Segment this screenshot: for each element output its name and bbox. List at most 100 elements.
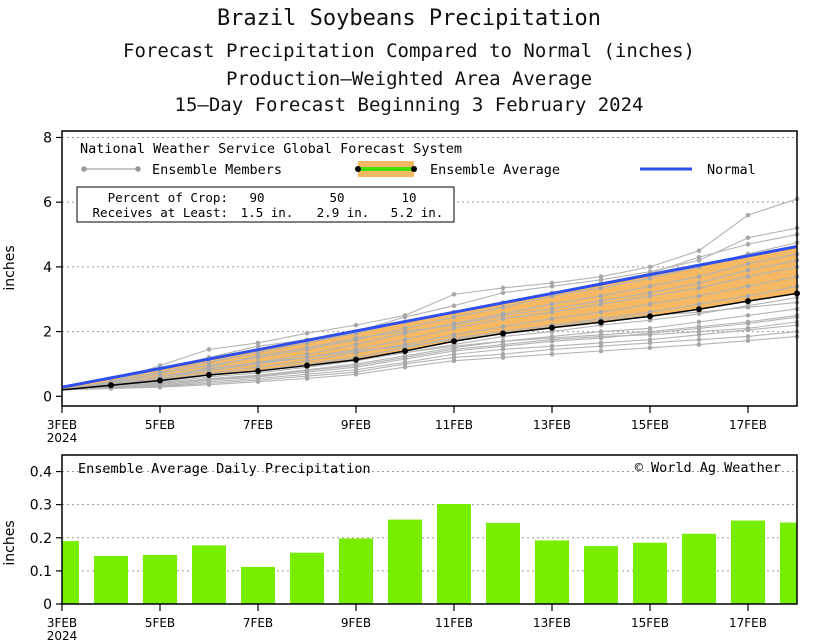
ensemble-member-point <box>500 351 506 357</box>
top-x-tick-label: 3FEB <box>47 418 77 432</box>
table-row1-col2: 50 <box>329 190 344 205</box>
ensemble-member-point <box>500 342 506 347</box>
ensemble-member-line <box>61 198 798 391</box>
ensemble-member-point <box>598 334 604 339</box>
ensemble-member-point <box>157 384 163 390</box>
ensemble-member-point <box>451 322 457 328</box>
ensemble-member-point <box>500 285 506 291</box>
ensemble-member-point <box>500 305 506 310</box>
ensemble-member-point <box>402 337 408 342</box>
ensemble-member-point <box>598 309 604 315</box>
bottom-y-tick-label: 0.3 <box>30 498 52 514</box>
ensemble-member-point <box>402 355 408 360</box>
ensemble-member-point <box>745 212 751 218</box>
daily-bars <box>62 504 797 604</box>
ensemble-member-point <box>647 301 653 307</box>
ensemble-member-point <box>402 314 408 320</box>
legend-source: National Weather Service Global Forecast… <box>80 141 462 157</box>
ensemble-member-point <box>451 326 457 331</box>
ensemble-member-point <box>696 337 702 342</box>
top-x-tick-label: 7FEB <box>243 418 273 432</box>
ensemble-average-point <box>696 306 702 313</box>
ensemble-member-point <box>647 326 653 331</box>
table-row2-label: Receives at Least: <box>93 205 228 220</box>
ensemble-member-line <box>61 297 798 391</box>
ensemble-member-point <box>353 371 359 377</box>
ensemble-member-point <box>206 366 212 372</box>
ensemble-average-point <box>549 324 555 331</box>
daily-precip-bar <box>94 555 128 604</box>
legend-members-dot <box>81 166 87 172</box>
top-plot-frame <box>61 130 798 407</box>
ensemble-member-point <box>745 235 751 241</box>
ensemble-average-point <box>647 313 653 320</box>
bottom-x-tick-label: 3FEB <box>47 616 77 630</box>
ensemble-member-point <box>745 267 751 273</box>
daily-precip-bar <box>339 538 373 604</box>
bottom-panel-title: Ensemble Average Daily Precipitation <box>78 461 371 477</box>
ensemble-member-point <box>304 351 310 357</box>
ensemble-member-point <box>500 313 506 318</box>
chart-subtitle-area: Production—Weighted Area Average <box>225 68 593 90</box>
ensemble-average-line <box>61 292 798 391</box>
legend-members-label: Ensemble Members <box>152 162 282 178</box>
ensemble-member-point <box>157 363 163 368</box>
credit-label: © World Ag Weather <box>635 460 781 476</box>
ensemble-member-point <box>745 261 751 266</box>
legend: National Weather Service Global Forecast… <box>80 141 756 178</box>
ensemble-member-point <box>402 326 408 331</box>
ensemble-member-point <box>696 254 702 260</box>
legend-average-dot <box>355 166 361 172</box>
bottom-x-tick-label: 9FEB <box>341 616 371 630</box>
bottom-plot-frame <box>61 454 798 605</box>
table-row2-col3: 5.2 in. <box>391 205 444 220</box>
ensemble-member-point <box>304 345 310 351</box>
ensemble-member-point <box>549 309 555 315</box>
ensemble-member-point <box>598 340 604 346</box>
ensemble-member-point <box>451 358 457 364</box>
ensemble-member-point <box>696 342 702 347</box>
legend-members-dot <box>135 166 141 172</box>
ensemble-member-point <box>451 355 457 360</box>
ensemble-member-point <box>549 347 555 352</box>
ensemble-member-point <box>696 285 702 291</box>
ensemble-member-point <box>500 290 506 296</box>
ensemble-member-point <box>451 351 457 357</box>
daily-precip-bar <box>535 540 569 604</box>
legend-normal-label: Normal <box>707 162 756 178</box>
daily-precip-bar <box>192 545 226 604</box>
daily-precip-bar <box>143 554 177 604</box>
daily-precip-bar <box>437 504 471 604</box>
ensemble-member-point <box>549 283 555 289</box>
bottom-x-tick-label: 7FEB <box>243 616 273 630</box>
ensemble-member-point <box>598 343 604 349</box>
percentile-table: Percent of Crop: 90 50 10 Receives at Le… <box>76 186 455 223</box>
ensemble-member-point <box>745 326 751 331</box>
ensemble-member-point <box>304 355 310 360</box>
ensemble-member-point <box>745 338 751 343</box>
daily-precip-bar <box>290 552 324 604</box>
bottom-y-tick-label: 0.1 <box>30 564 52 580</box>
ensemble-member-point <box>451 314 457 320</box>
ensemble-average-point <box>353 356 359 363</box>
ensemble-member-point <box>598 329 604 334</box>
ensemble-member-point <box>353 335 359 341</box>
ensemble-member-point <box>598 301 604 307</box>
ensemble-member-point <box>647 283 653 289</box>
ensemble-member-line <box>61 316 798 391</box>
daily-precip-bar <box>388 519 422 604</box>
table-row1-col3: 10 <box>401 190 416 205</box>
ensemble-member-line <box>61 276 798 391</box>
ensemble-member-point <box>598 285 604 291</box>
ensemble-average-point <box>304 362 310 369</box>
ensemble-member-point <box>745 305 751 310</box>
table-row1-label: Percent of Crop: <box>108 190 228 205</box>
ensemble-member-point <box>647 309 653 315</box>
legend-average-label: Ensemble Average <box>430 162 560 178</box>
ensemble-member-point <box>549 301 555 307</box>
ensemble-member-point <box>696 293 702 299</box>
ensemble-member-point <box>696 258 702 263</box>
bottom-y-axis-label: inches <box>2 520 18 565</box>
